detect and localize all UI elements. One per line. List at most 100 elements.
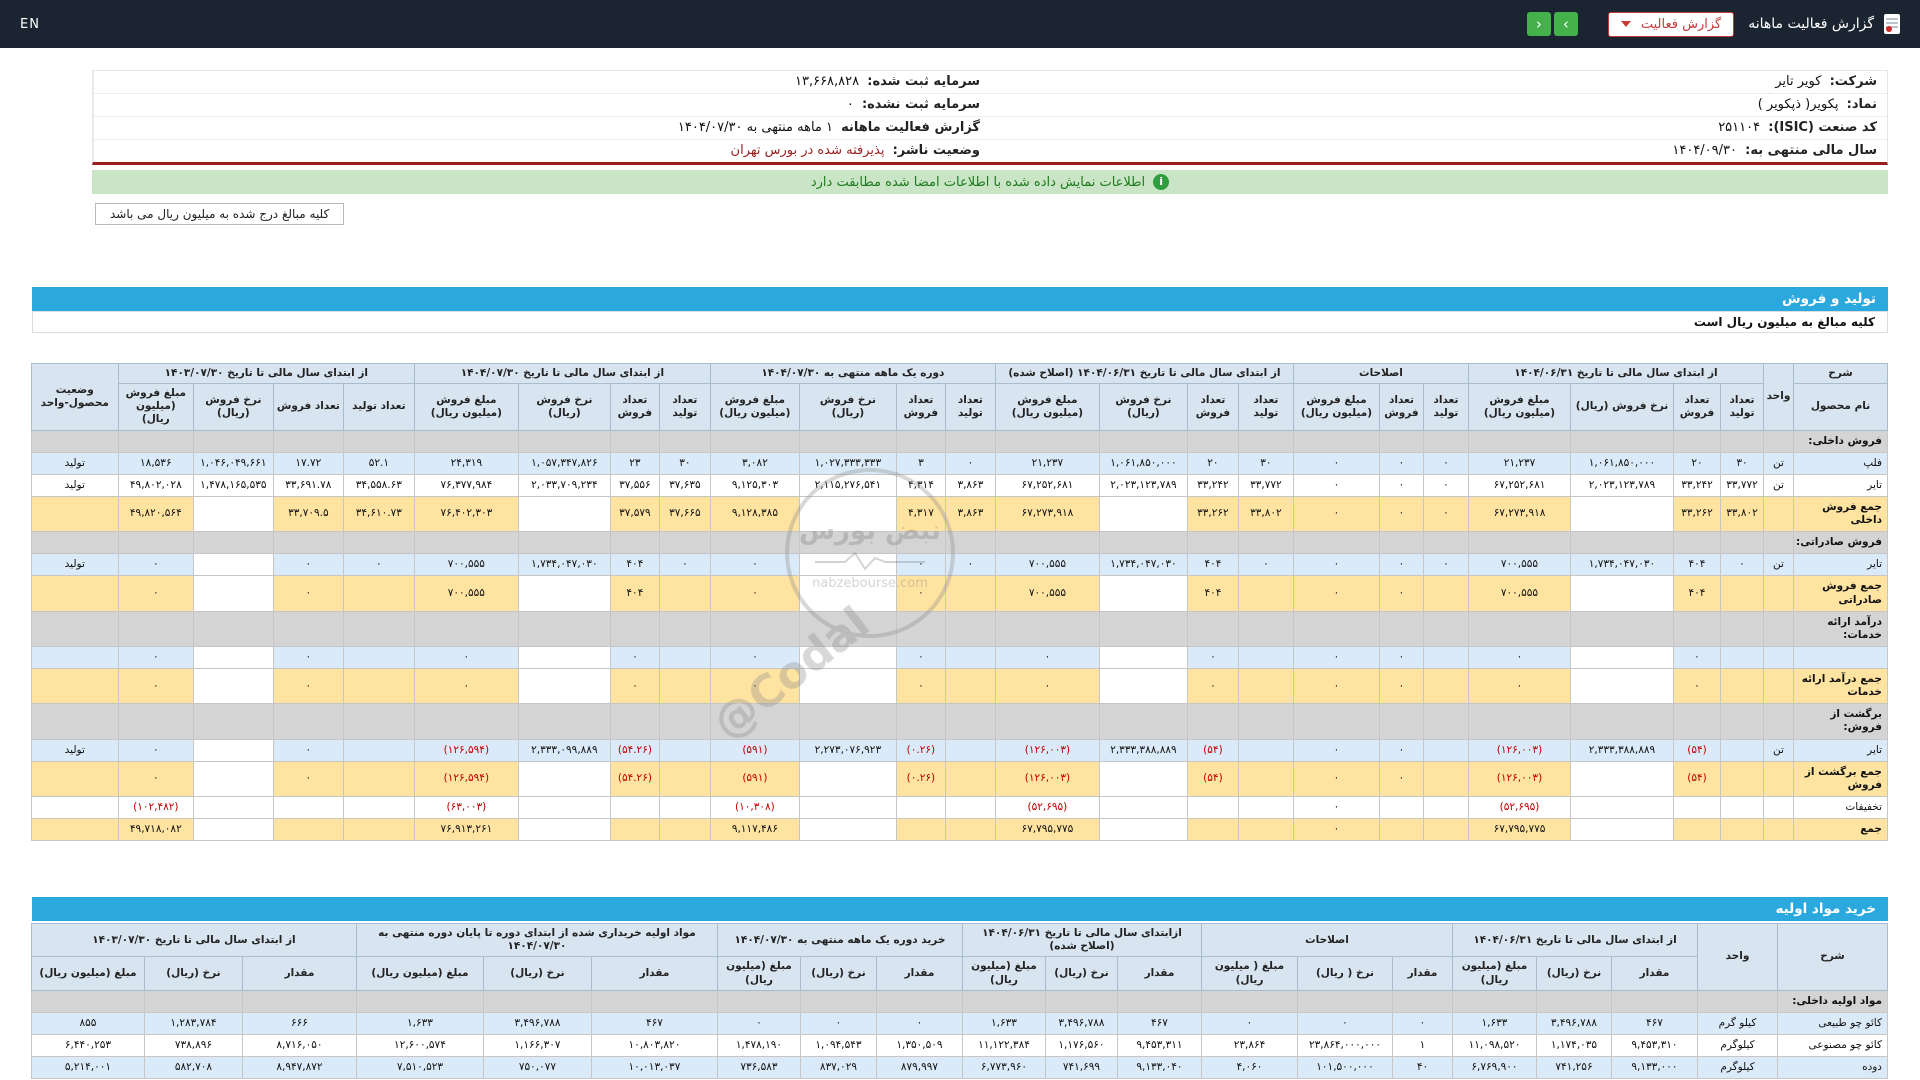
value-cell: ۳۳,۲۶۲ [1673,495,1721,533]
value-cell: ۰ [1467,645,1572,670]
value-cell: ۰ [944,451,996,475]
value-cell [1763,429,1794,453]
value-cell: ۰ [1378,575,1424,612]
column-subheader: نرخ (ریال) [799,956,877,991]
value-cell: ۳۰ [1237,451,1294,475]
column-subheader: مبلغ فروش (میلیون ریال) [1292,383,1380,431]
value-cell [517,575,611,612]
value-cell: ۴۶۷ [1116,1011,1202,1035]
value-cell: ۰ [342,553,415,577]
value-cell: ۰ [895,575,946,612]
value-cell: ۰ [1720,553,1764,577]
value-cell: ۲,۲۷۳,۰۷۶,۹۲۳ [798,738,897,762]
value-cell: ۰ [1422,473,1469,497]
column-subheader: تعداد تولید [1422,383,1469,431]
value-cell [1570,667,1674,705]
value-cell: ۷۵۰,۰۷۷ [482,1055,592,1080]
value-cell: ۱۲,۶۰۰,۵۷۴ [355,1033,484,1058]
value-cell: (۱۲۶,۵۹۴) [413,738,519,762]
value-cell: (۰.۲۶) [895,760,946,797]
value-cell: ۰ [117,553,194,577]
value-cell [272,610,344,647]
row-label-cell: جمع برگشت از فروش [1793,760,1888,797]
value-cell [342,703,415,740]
row-label-cell: جمع [1793,817,1888,842]
value-cell: ۰ [1292,645,1380,670]
value-cell [709,429,800,453]
banner-text: اطلاعات نمایش داده شده با اطلاعات امضا ش… [810,174,1146,190]
value-cell [517,817,611,842]
raw-materials-table: شرح واحد از ابتدای سال مالی تا تاریخ ۱۴۰۴/… [30,923,1888,1080]
value-cell: ۴۰۴ [609,575,660,612]
value-cell: (۵۹۱) [709,738,800,762]
value-cell [1720,667,1764,705]
value-cell: ۰ [117,760,194,797]
value-cell [798,610,897,647]
column-subheader: نرخ فروش (ریال) [192,383,274,431]
column-subheader: مقدار [1611,956,1698,991]
value-cell: تولید [30,553,119,577]
report-seal-dot [1886,26,1892,32]
value-cell: ۳۳,۲۴۲ [1673,473,1721,497]
value-cell: ۰ [1200,1011,1299,1035]
value-cell: (۵۴) [1673,760,1721,797]
row-label-cell: فروش صادراتی: [1793,531,1888,555]
section-row: مواد اولیه داخلی: [30,989,1888,1013]
value-cell [1570,645,1674,670]
value-cell: ۶۷,۲۵۲,۶۸۱ [1467,473,1572,497]
value-cell: ۱,۴۷۸,۱۹۰ [716,1033,801,1058]
value-cell: ۲۱,۲۳۷ [994,451,1100,475]
value-cell: ۸۷۹,۹۹۷ [875,1055,963,1080]
value-cell: ۰ [1292,667,1380,705]
value-cell [192,760,274,797]
value-cell [944,667,996,705]
value-cell [517,795,611,820]
value-cell: ۰ [609,645,660,670]
value-cell: ۷۶,۳۷۷,۹۸۴ [413,473,519,497]
value-cell: ۱۷.۷۲ [272,451,344,475]
next-period-button[interactable]: › [1553,12,1578,36]
info-value: ۱۳,۶۶۸,۸۲۸ [795,74,860,89]
section-title-production-sales: تولید و فروش [32,287,1888,311]
language-switch-en[interactable]: EN [20,16,40,32]
column-subheader: تعداد تولید [1720,383,1764,431]
value-cell [1673,531,1721,555]
production-sales-table: شرح واحد از ابتدای سال مالی تا تاریخ ۱۴۰۴/… [30,362,1888,842]
previous-period-button[interactable]: ‹ [1526,12,1551,36]
value-cell: کیلوگرم [1697,1055,1778,1080]
value-cell: ۰ [1422,495,1469,533]
value-cell: ۳۳,۸۰۲ [1720,495,1764,533]
value-cell: ۰ [716,1011,801,1035]
value-cell [272,795,344,820]
value-cell: (۵۴) [1186,760,1239,797]
value-cell: تولید [30,451,119,475]
value-cell [1763,575,1794,612]
value-cell [1763,667,1794,705]
value-cell [895,610,946,647]
value-cell [1200,989,1299,1013]
value-cell: ۱۸,۵۳۶ [117,451,194,475]
value-cell [994,429,1100,453]
registered-capital-cell: سرمایه ثبت شده: ۱۳,۶۶۸,۸۲۸ [93,71,990,93]
value-cell: ۷۰۰,۵۵۵ [994,553,1100,577]
value-cell: ۱,۰۲۷,۳۳۳,۳۳۳ [798,451,897,475]
column-subheader: مقدار [875,956,963,991]
value-cell: ۰ [1292,795,1380,820]
value-cell [1098,429,1188,453]
column-group-header: ازابتدای سال مالی تا تاریخ ۱۴۰۴/۰۶/۳۱ (ا… [961,923,1202,958]
row-label-cell: جمع فروش صادراتی [1793,575,1888,612]
value-cell: ۰ [895,553,946,577]
value-cell: ۲۴,۳۱۹ [413,451,519,475]
value-cell [192,795,274,820]
value-cell [192,703,274,740]
value-cell [609,429,660,453]
symbol-cell: نماد: پکویر( ذپکویر ) [990,94,1887,116]
company-info-section: شرکت: کویر تایر سرمایه ثبت شده: ۱۳,۶۶۸,۸… [32,70,1888,225]
value-cell: ۴,۳۱۷ [895,495,946,533]
value-cell [658,575,711,612]
table-row: دوده کیلوگرم ۹,۱۳۳,۰۰۰ ۷۴۱,۲۵۶ ۶,۷۶۹,۹۰۰ ۴۰ ۱۰… [30,1055,1888,1080]
value-cell [1392,989,1453,1013]
value-cell [798,531,897,555]
report-type-dropdown[interactable]: گزارش فعالیت [1607,11,1735,37]
amounts-subtitle: کلیه مبالغ به میلیون ریال است [32,311,1888,333]
